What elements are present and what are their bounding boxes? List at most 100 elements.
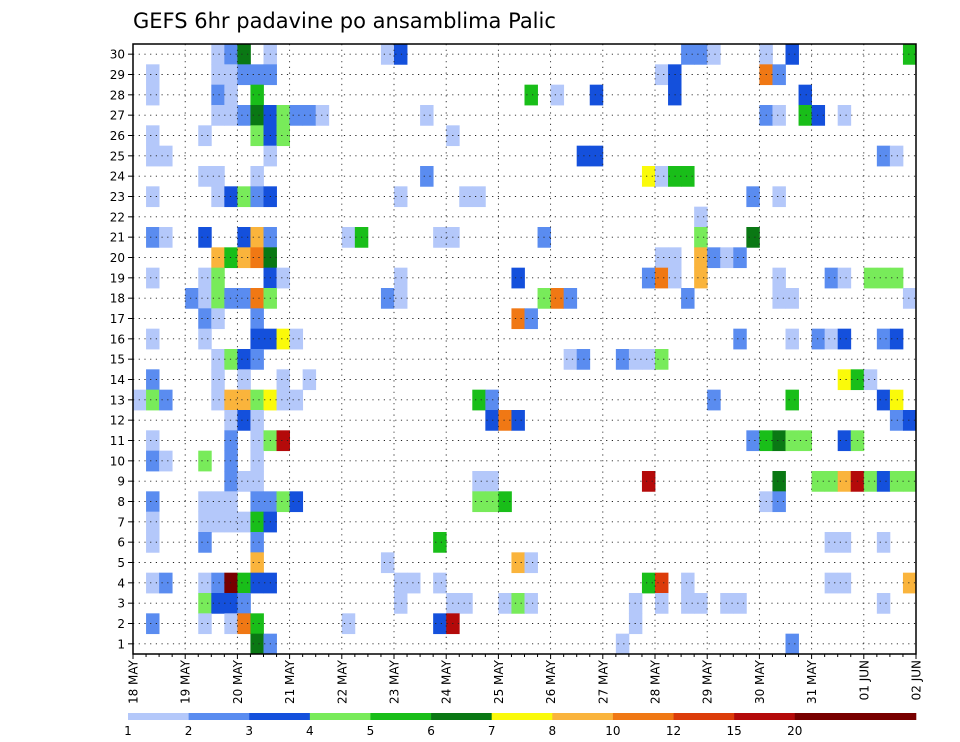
- heatmap-cell: [511, 267, 525, 289]
- heatmap-cell: [524, 308, 538, 330]
- heatmap-cell: [380, 44, 395, 65]
- heatmap-cell: [250, 125, 264, 147]
- heatmap-cell: [433, 572, 447, 594]
- y-tick-label: 19: [110, 271, 125, 285]
- heatmap-cell: [198, 328, 212, 350]
- heatmap-cell: [302, 369, 317, 391]
- heatmap-cell: [146, 145, 160, 167]
- x-tick-label: 20 MAY: [231, 659, 245, 704]
- heatmap-cell: [237, 572, 251, 594]
- heatmap-cell: [511, 593, 525, 614]
- heatmap-cell: [394, 186, 408, 208]
- heatmap-cell: [146, 267, 160, 289]
- heatmap-cell: [198, 166, 212, 187]
- heatmap-cell: [380, 552, 395, 574]
- heatmap-cell: [198, 227, 212, 248]
- heatmap-cell: [237, 593, 251, 614]
- heatmap-cell: [237, 288, 251, 309]
- heatmap-cell: [589, 145, 604, 167]
- heatmap-cell: [146, 613, 160, 635]
- heatmap-cell: [694, 247, 708, 269]
- heatmap-cell: [707, 247, 721, 269]
- heatmap-cell: [159, 572, 173, 594]
- heatmap-cell: [211, 64, 225, 86]
- x-tick-label: 22 MAY: [335, 659, 349, 704]
- heatmap-cell: [837, 430, 852, 452]
- heatmap-cell: [237, 369, 251, 391]
- heatmap-cell: [146, 227, 160, 248]
- y-tick-label: 8: [117, 495, 125, 509]
- heatmap-cell: [198, 613, 212, 635]
- heatmap-cell: [211, 491, 225, 513]
- x-tick-label: 25 MAY: [492, 659, 506, 704]
- heatmap-cell: [485, 471, 499, 492]
- heatmap-cell: [824, 532, 839, 553]
- heatmap-cell: [511, 308, 525, 330]
- heatmap-cell: [159, 145, 173, 167]
- heatmap-cell: [250, 84, 264, 106]
- heatmap-cell: [746, 186, 760, 208]
- colorbar-tick-label: 10: [605, 724, 620, 738]
- heatmap-cell: [250, 410, 264, 431]
- heatmap-cell: [837, 369, 852, 391]
- heatmap-cell: [876, 389, 891, 411]
- heatmap-cell: [289, 389, 304, 411]
- heatmap-cell: [250, 288, 264, 309]
- heatmap-cell: [902, 410, 917, 431]
- heatmap-cell: [655, 572, 669, 594]
- y-tick-label: 25: [110, 149, 125, 163]
- heatmap-cell: [198, 572, 212, 594]
- y-tick-label: 9: [117, 475, 125, 489]
- heatmap-cell: [250, 430, 264, 452]
- colorbar-swatch: [734, 713, 796, 720]
- heatmap-cell: [433, 532, 447, 553]
- heatmap-cell: [798, 430, 812, 452]
- heatmap-cell: [146, 572, 160, 594]
- heatmap-cell: [902, 572, 917, 594]
- heatmap-cell: [655, 593, 669, 614]
- heatmap-cell: [146, 389, 160, 411]
- heatmap-cell: [785, 430, 799, 452]
- heatmap-cell: [289, 328, 304, 350]
- heatmap-cell: [902, 44, 917, 65]
- heatmap-cell: [824, 471, 839, 492]
- heatmap-cell: [146, 186, 160, 208]
- x-tick-label: 02 JUN: [910, 660, 924, 700]
- heatmap-cell: [876, 267, 891, 289]
- colorbar: 1 2 3 4 5 6 7 8 10 12 15 20: [124, 713, 917, 738]
- y-tick-label: 26: [110, 129, 125, 143]
- colorbar-tick-label: 15: [727, 724, 742, 738]
- heatmap-cell: [485, 491, 499, 513]
- y-tick-label: 23: [110, 190, 125, 204]
- colorbar-tick-label: 6: [427, 724, 435, 738]
- heatmap-cell: [746, 227, 760, 248]
- heatmap-cell: [211, 288, 225, 309]
- y-tick-label: 4: [117, 576, 125, 590]
- heatmap-cell: [211, 572, 225, 594]
- heatmap-cell: [550, 84, 565, 106]
- heatmap-cell: [159, 389, 173, 411]
- heatmap-cell: [250, 349, 264, 370]
- heatmap-cell: [889, 328, 904, 350]
- heatmap-cells: [133, 44, 917, 655]
- heatmap-cell: [785, 633, 799, 655]
- y-tick-label: 16: [110, 332, 125, 346]
- heatmap-cell: [863, 471, 878, 492]
- colorbar-swatch: [370, 713, 432, 720]
- y-tick-label: 12: [110, 414, 125, 428]
- heatmap-cell: [459, 593, 473, 614]
- heatmap-cell: [902, 288, 917, 309]
- heatmap-cell: [589, 84, 604, 106]
- colorbar-swatch: [855, 713, 917, 720]
- heatmap-cell: [198, 308, 212, 330]
- colorbar-swatch: [249, 713, 311, 720]
- heatmap-cell: [498, 410, 512, 431]
- heatmap-cell: [655, 166, 669, 187]
- heatmap-cell: [146, 430, 160, 452]
- y-tick-label: 17: [110, 312, 125, 326]
- heatmap-cell: [641, 572, 656, 594]
- heatmap-cell: [863, 369, 878, 391]
- heatmap-cell: [889, 267, 904, 289]
- heatmap-cell: [876, 593, 891, 614]
- heatmap-cell: [889, 471, 904, 492]
